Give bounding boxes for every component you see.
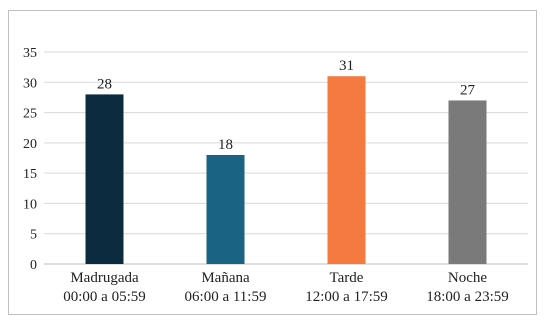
x-tick-label: Tarde bbox=[330, 270, 364, 286]
bar bbox=[85, 94, 124, 265]
data-label: 18 bbox=[218, 137, 233, 153]
bar bbox=[327, 76, 366, 264]
x-tick-label: Noche bbox=[448, 270, 487, 286]
x-tick-label: 00:00 a 05:59 bbox=[63, 289, 146, 305]
x-tick-label: Mañana bbox=[201, 270, 250, 286]
data-label: 28 bbox=[97, 76, 112, 92]
y-tick-label: 5 bbox=[30, 228, 37, 243]
x-tick-label: 12:00 a 17:59 bbox=[305, 289, 388, 305]
bar bbox=[206, 154, 245, 264]
y-tick-label: 35 bbox=[23, 46, 37, 61]
x-tick-label: 18:00 a 23:59 bbox=[426, 289, 509, 305]
y-tick-label: 15 bbox=[23, 167, 37, 182]
y-tick-label: 20 bbox=[23, 137, 37, 152]
data-label: 31 bbox=[339, 58, 354, 74]
y-tick-label: 30 bbox=[23, 76, 37, 91]
bar bbox=[448, 100, 487, 264]
y-tick-label: 10 bbox=[23, 197, 37, 212]
x-tick-label: Madrugada bbox=[70, 270, 139, 286]
y-tick-label: 25 bbox=[23, 107, 37, 122]
x-tick-label: 06:00 a 11:59 bbox=[185, 289, 267, 305]
data-label: 27 bbox=[460, 82, 476, 98]
y-tick-label: 0 bbox=[30, 258, 37, 273]
